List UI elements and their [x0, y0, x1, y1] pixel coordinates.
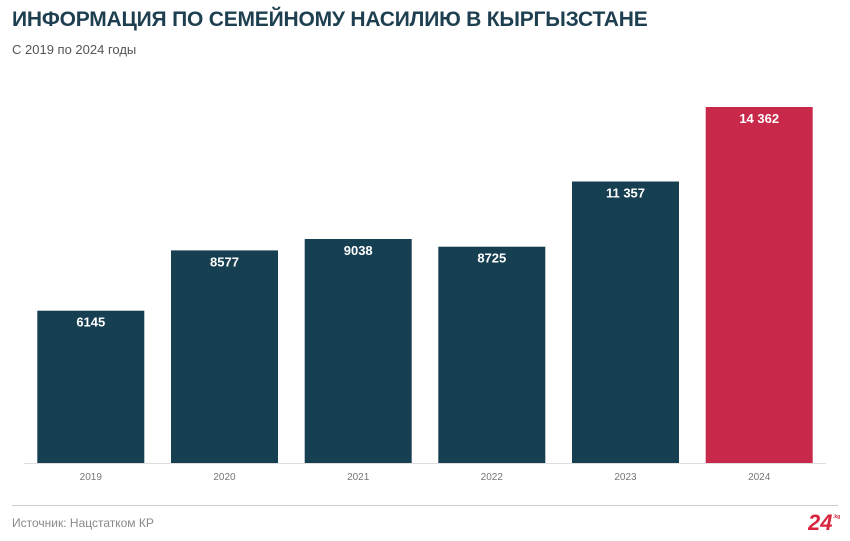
x-tick-label-2020: 2020	[213, 472, 236, 483]
bar-2020	[171, 250, 278, 463]
x-tick-label-2019: 2019	[80, 472, 103, 483]
data-label-2020: 8577	[210, 254, 239, 269]
data-label-2022: 8725	[477, 251, 506, 266]
bar-2022	[438, 246, 546, 463]
x-tick-label-2021: 2021	[347, 472, 370, 483]
bar-2023	[572, 181, 679, 463]
x-tick-label-2023: 2023	[614, 472, 637, 483]
chart-subtitle: С 2019 по 2024 годы	[12, 42, 137, 57]
data-label-2019: 6145	[76, 315, 105, 330]
bar-2021	[304, 239, 412, 463]
chart-title: ИНФОРМАЦИЯ ПО СЕМЕЙНОМУ НАСИЛИЮ В КЫРГЫЗ…	[12, 8, 648, 31]
source-note: Источник: Нацстатком КР	[12, 516, 154, 530]
x-tick-label-2024: 2024	[748, 472, 771, 483]
x-tick-label-2022: 2022	[481, 472, 504, 483]
svg-text:.kg: .kg	[833, 514, 840, 520]
bar-chart: 6145 2019 8577 2020 9038 2021 8725 2022 11 357 20…	[24, 107, 826, 483]
data-label-2023: 11 357	[606, 186, 645, 201]
bar-2024	[705, 107, 813, 463]
footer-divider	[12, 505, 838, 506]
data-label-2021: 9038	[344, 243, 373, 258]
svg-text:24: 24	[808, 510, 832, 535]
24kg-logo-icon: 24 .kg	[808, 510, 840, 535]
data-label-2024: 14 362	[739, 111, 779, 126]
bar-2019	[37, 310, 145, 463]
